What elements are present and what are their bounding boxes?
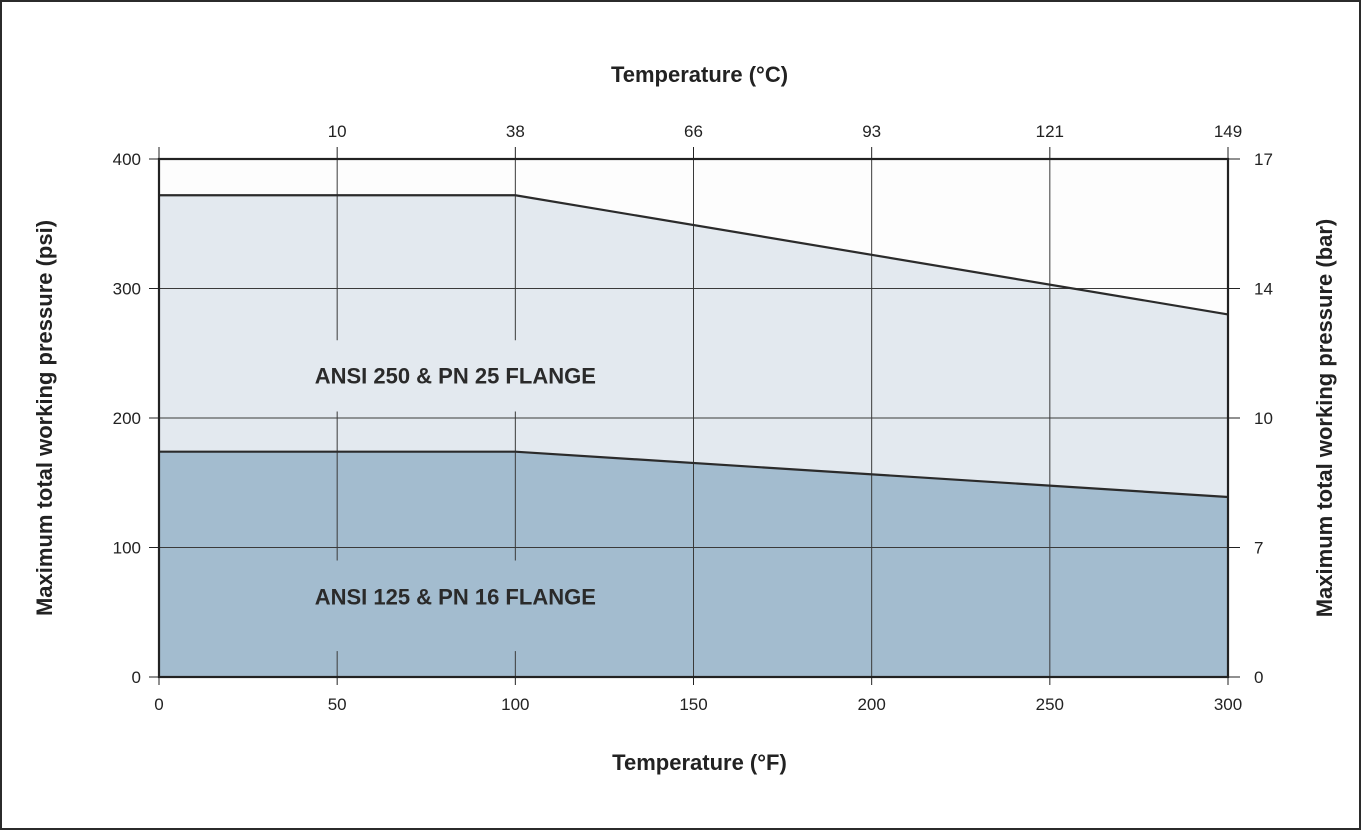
x-tick-label: 50 <box>328 695 347 714</box>
x2-tick-label: 10 <box>328 122 347 141</box>
y-tick-label: 100 <box>113 539 141 558</box>
series-line-2 <box>159 450 1229 499</box>
series-label-1: ANSI 250 & PN 25 FLANGE <box>315 363 596 388</box>
x-tick-label: 200 <box>857 695 885 714</box>
x-tick-label: 250 <box>1036 695 1064 714</box>
y-tick-label: 400 <box>113 150 141 169</box>
y-tick-label: 200 <box>113 409 141 428</box>
y2-tick-label: 7 <box>1254 539 1263 558</box>
x2-tick-label: 149 <box>1214 122 1242 141</box>
y2-tick-label: 0 <box>1254 668 1263 687</box>
x2-tick-label: 93 <box>862 122 881 141</box>
x-axis-title: Temperature (°F) <box>612 750 787 775</box>
x-tick-label: 100 <box>501 695 529 714</box>
y-axis-title: Maximum total working pressure (psi) <box>32 220 57 616</box>
y2-tick-label: 14 <box>1254 280 1273 299</box>
x-tick-label: 150 <box>679 695 707 714</box>
x2-tick-label: 121 <box>1036 122 1064 141</box>
y-tick-label: 0 <box>132 668 141 687</box>
y2-tick-label: 10 <box>1254 409 1273 428</box>
y-tick-label: 300 <box>113 280 141 299</box>
series-line-1 <box>159 194 1229 316</box>
series-label-2: ANSI 125 & PN 16 FLANGE <box>315 585 596 610</box>
y2-axis-title: Maximum total working pressure (bar) <box>1312 219 1337 618</box>
x2-axis-title: Temperature (°C) <box>611 62 788 87</box>
x2-tick-label: 66 <box>684 122 703 141</box>
y2-tick-label: 17 <box>1254 150 1273 169</box>
x-tick-label: 300 <box>1214 695 1242 714</box>
x2-tick-label: 38 <box>506 122 525 141</box>
x-tick-label: 0 <box>154 695 163 714</box>
